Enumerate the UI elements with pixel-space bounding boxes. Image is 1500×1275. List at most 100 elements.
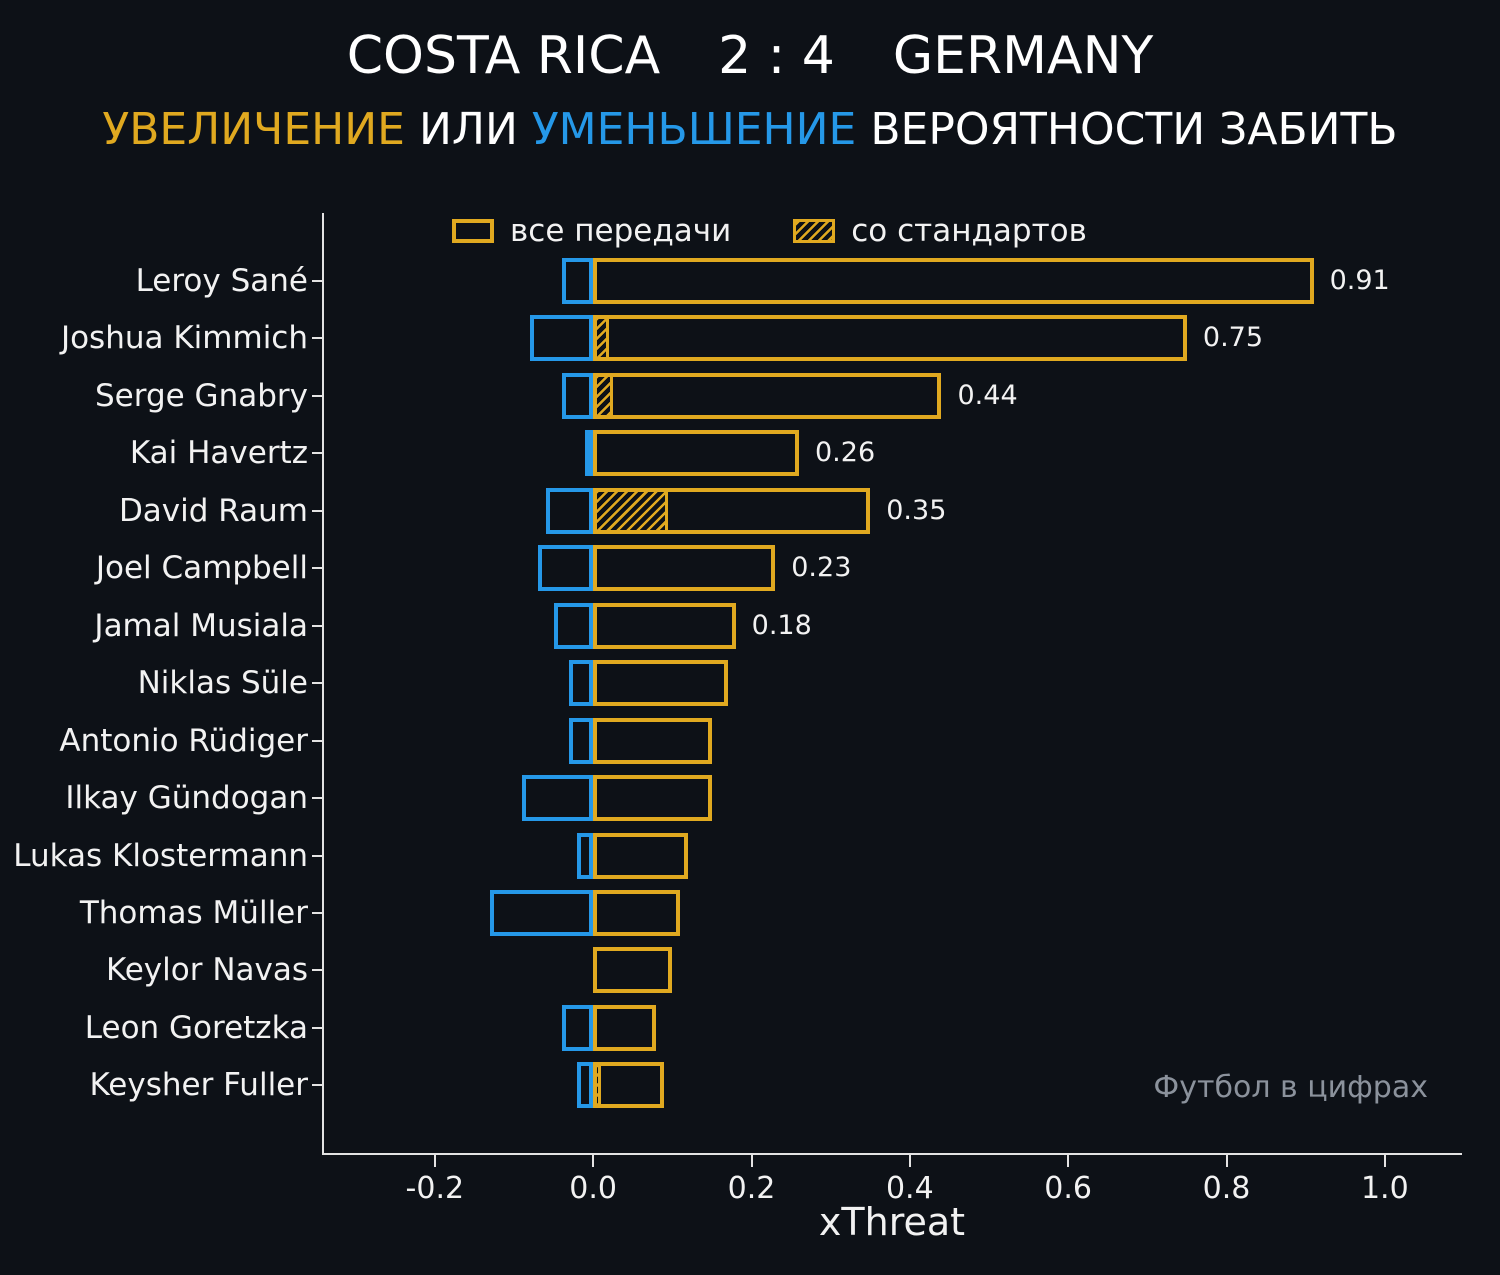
- bar-decrease: [561, 372, 594, 419]
- set-pieces-label: со стандартов: [851, 213, 1087, 249]
- bar-value-label: 0.91: [1329, 265, 1390, 296]
- bar-set-pieces: [593, 315, 609, 362]
- y-axis-tick: [312, 1084, 322, 1087]
- bar-set-pieces: [593, 1062, 602, 1109]
- bar-all-passes: [593, 545, 776, 592]
- x-axis-title: xThreat: [818, 1200, 966, 1244]
- all-passes-label: все передачи: [510, 213, 732, 249]
- bar-value-label: 0.44: [957, 379, 1018, 411]
- bar-all-passes: [593, 889, 681, 936]
- x-axis-tick: [750, 1155, 753, 1167]
- x-axis-tick: [592, 1155, 595, 1167]
- bar-all-passes: [593, 947, 673, 994]
- x-axis-tick-label: 0.6: [1044, 1171, 1093, 1206]
- all-passes-swatch-icon: [452, 219, 494, 243]
- plot-area: все передачи со стандартов -0.2 0.0 0.2 0.4…: [13, 213, 1462, 1206]
- bar-all-passes: [593, 258, 1314, 304]
- player-label: Joel Campbell: [95, 550, 308, 587]
- x-axis-tick-label: 1.0: [1360, 1171, 1409, 1206]
- player-label: Joshua Kimmich: [60, 320, 308, 357]
- bar-value-label: 0.23: [791, 552, 852, 584]
- x-axis-tick-label: 0.4: [885, 1171, 934, 1206]
- match-score: 2 : 4: [718, 26, 835, 86]
- player-label: Lukas Klostermann: [13, 837, 308, 874]
- x-axis-tick: [1383, 1155, 1386, 1167]
- bar-decrease: [537, 545, 594, 592]
- player-label: Keylor Navas: [105, 952, 308, 989]
- bar-value-label: 0.18: [751, 609, 812, 641]
- x-axis-tick-label: 0.0: [569, 1171, 618, 1206]
- player-label: David Raum: [118, 492, 308, 529]
- bar-all-passes: [593, 602, 736, 649]
- player-label: Niklas Süle: [137, 665, 308, 702]
- bar-set-pieces: [593, 372, 613, 419]
- watermark: Футбол в цифрах: [1153, 1070, 1428, 1105]
- chart-subtitle: УВЕЛИЧЕНИЕ ИЛИ УМЕНЬШЕНИЕ ВЕРОЯТНОСТИ ЗА…: [0, 104, 1500, 155]
- x-axis-tick: [1067, 1155, 1070, 1167]
- x-axis-tick: [908, 1155, 911, 1167]
- x-axis-tick: [1225, 1155, 1228, 1167]
- subtitle-rest: ВЕРОЯТНОСТИ ЗАБИТЬ: [856, 104, 1398, 155]
- y-axis-tick: [312, 1026, 322, 1029]
- home-team-name: COSTA RICA: [346, 26, 661, 86]
- y-axis-tick: [312, 797, 322, 800]
- bar-value-label: 0.26: [815, 437, 876, 469]
- bar-all-passes: [593, 315, 1187, 362]
- bar-all-passes: [593, 775, 712, 822]
- player-label: Antonio Rüdiger: [59, 722, 308, 759]
- y-axis-tick: [312, 624, 322, 627]
- player-label: Serge Gnabry: [95, 377, 308, 414]
- x-axis-tick: [433, 1155, 436, 1167]
- bar-all-passes: [593, 832, 689, 879]
- x-axis-tick-label: 0.8: [1202, 1171, 1251, 1206]
- y-axis-tick: [312, 969, 322, 972]
- bar-decrease: [490, 889, 594, 936]
- player-label: Kai Havertz: [129, 435, 308, 472]
- bar-value-label: 0.35: [886, 494, 947, 526]
- bar-all-passes: [593, 660, 728, 707]
- y-axis-tick: [312, 567, 322, 570]
- bar-decrease: [561, 1004, 594, 1051]
- y-axis-tick: [312, 854, 322, 857]
- subtitle-decrease-word: УМЕНЬШЕНИЕ: [531, 104, 857, 155]
- y-axis-tick: [312, 280, 322, 282]
- x-axis-tick-label: 0.2: [727, 1171, 776, 1206]
- y-axis-tick: [312, 337, 322, 340]
- player-label: Jamal Musiala: [94, 607, 308, 644]
- y-axis-tick: [312, 739, 322, 742]
- away-team-name: GERMANY: [892, 26, 1154, 86]
- bar-decrease: [585, 430, 594, 477]
- bar-all-passes: [593, 717, 712, 764]
- y-axis-tick: [312, 394, 322, 397]
- x-axis-tick-label: -0.2: [405, 1171, 465, 1206]
- bar-decrease: [569, 717, 594, 764]
- bar-decrease: [521, 775, 594, 822]
- bar-decrease: [561, 258, 594, 304]
- bar-decrease: [553, 602, 594, 649]
- bar-all-passes: [593, 1004, 657, 1051]
- bar-decrease: [577, 1062, 594, 1109]
- bar-decrease: [529, 315, 594, 362]
- player-label: Ilkay Gündogan: [65, 780, 308, 817]
- legend: все передачи со стандартов: [452, 213, 1087, 249]
- y-axis-tick: [312, 509, 322, 512]
- bar-all-passes: [593, 372, 942, 419]
- set-pieces-swatch-icon: [793, 219, 836, 243]
- bar-all-passes: [593, 430, 799, 477]
- subtitle-or-word: ИЛИ: [404, 104, 532, 155]
- y-axis-tick: [312, 682, 322, 685]
- legend-item-all-passes: все передачи: [452, 213, 731, 249]
- y-axis-tick: [312, 911, 322, 914]
- player-label: Thomas Müller: [79, 894, 308, 931]
- subtitle-increase-word: УВЕЛИЧЕНИЕ: [102, 104, 405, 155]
- player-label: Keysher Fuller: [89, 1067, 309, 1104]
- bar-set-pieces: [593, 487, 669, 534]
- bar-decrease: [577, 832, 594, 879]
- match-title: COSTA RICA 2 : 4 GERMANY: [0, 26, 1500, 86]
- player-label: Leroy Sané: [135, 263, 308, 299]
- player-label: Leon Goretzka: [84, 1009, 308, 1046]
- bar-all-passes: [593, 1062, 665, 1109]
- bar-decrease: [545, 487, 594, 534]
- y-axis-tick: [312, 452, 322, 455]
